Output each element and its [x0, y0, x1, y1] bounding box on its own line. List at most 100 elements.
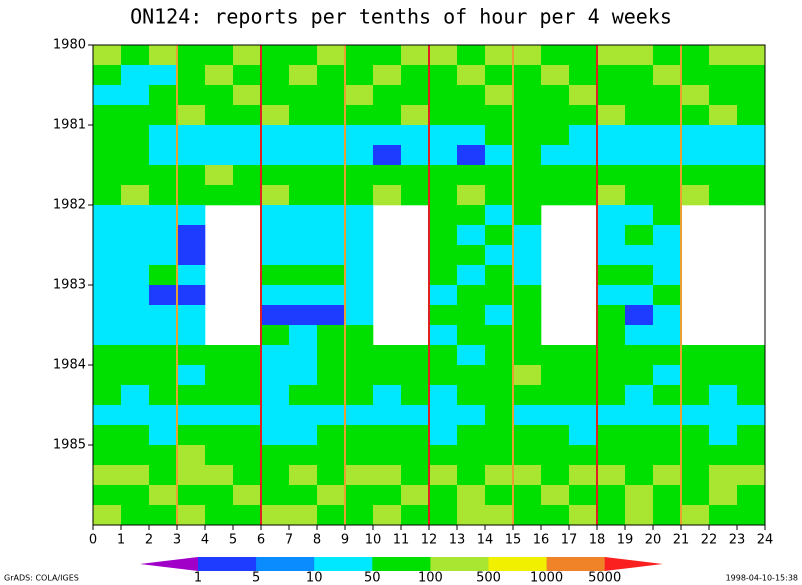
heat-cell — [317, 285, 346, 306]
y-tick-label: 1980 — [53, 38, 86, 53]
heat-cell — [205, 365, 234, 386]
heat-cell — [625, 145, 654, 166]
heat-cell — [541, 125, 570, 146]
heat-cell — [373, 365, 402, 386]
heat-cell — [541, 105, 570, 126]
heat-cell — [457, 45, 486, 66]
heat-cell — [457, 285, 486, 306]
x-tick-label: 12 — [421, 533, 438, 548]
heat-cell — [121, 225, 150, 246]
heat-cell — [205, 505, 234, 526]
heat-cell — [737, 485, 766, 506]
heat-cell — [317, 125, 346, 146]
heat-cell — [373, 65, 402, 86]
heat-cell — [289, 265, 318, 286]
heat-cell — [345, 125, 374, 146]
heat-cell — [681, 485, 710, 506]
heat-cell — [345, 325, 374, 346]
heat-cell — [709, 405, 738, 426]
heat-cell — [401, 505, 430, 526]
heat-cell — [289, 305, 318, 326]
heat-cell — [317, 65, 346, 86]
heat-cell — [149, 405, 178, 426]
heat-cell — [625, 485, 654, 506]
heat-cell — [317, 405, 346, 426]
heat-cell — [597, 145, 626, 166]
heat-cell — [233, 105, 262, 126]
heat-cell — [261, 125, 290, 146]
heat-cell — [177, 285, 206, 306]
heat-cell — [597, 165, 626, 186]
heat-cell — [625, 345, 654, 366]
heat-cell — [345, 225, 374, 246]
heat-cell — [149, 385, 178, 406]
x-tick-label: 21 — [673, 533, 690, 548]
heat-cell — [681, 125, 710, 146]
heat-cell — [121, 165, 150, 186]
heat-cell — [121, 345, 150, 366]
heat-cell — [317, 225, 346, 246]
y-tick-label: 1984 — [53, 358, 86, 373]
heat-cell — [429, 505, 458, 526]
heat-cell — [345, 425, 374, 446]
heat-cell — [121, 105, 150, 126]
heat-cell — [345, 245, 374, 266]
x-tick-label: 8 — [313, 533, 321, 548]
heat-cell — [653, 365, 682, 386]
heat-cell — [485, 105, 514, 126]
heat-cell — [709, 465, 738, 486]
heat-cell — [149, 225, 178, 246]
heat-cell — [625, 325, 654, 346]
heat-cell — [513, 405, 542, 426]
heat-cell — [345, 485, 374, 506]
heat-cell — [205, 485, 234, 506]
heat-cell — [289, 165, 318, 186]
heat-cell — [429, 85, 458, 106]
heat-cell — [429, 305, 458, 326]
heat-cell — [149, 105, 178, 126]
heat-cell — [205, 105, 234, 126]
x-tick-label: 13 — [449, 533, 466, 548]
heat-cell — [457, 325, 486, 346]
heat-cell — [485, 285, 514, 306]
heat-cell — [429, 65, 458, 86]
heat-cell — [261, 385, 290, 406]
heat-cell — [653, 225, 682, 246]
heat-cell — [149, 485, 178, 506]
heat-cell — [345, 345, 374, 366]
heat-cell — [513, 65, 542, 86]
colorbar-arrow — [604, 557, 663, 571]
heat-cell — [121, 505, 150, 526]
heat-cell — [653, 445, 682, 466]
heat-cell — [93, 365, 122, 386]
heat-cell — [317, 265, 346, 286]
heat-cell — [625, 45, 654, 66]
y-tick-label: 1983 — [53, 278, 86, 293]
colorbar-label: 1000 — [530, 571, 563, 585]
heat-cell — [513, 105, 542, 126]
heat-cell — [289, 365, 318, 386]
heat-cell — [597, 465, 626, 486]
heat-cell — [289, 445, 318, 466]
heat-cell — [625, 465, 654, 486]
x-tick-label: 18 — [589, 533, 606, 548]
heat-cell — [289, 185, 318, 206]
heat-cell — [625, 505, 654, 526]
heat-cell — [121, 145, 150, 166]
heat-cell — [709, 125, 738, 146]
heat-cell — [93, 425, 122, 446]
heat-cell — [541, 365, 570, 386]
heat-cell — [373, 505, 402, 526]
heat-cell — [429, 325, 458, 346]
heat-cell — [345, 505, 374, 526]
heat-cell — [429, 445, 458, 466]
heat-cell — [93, 405, 122, 426]
heat-cell — [541, 425, 570, 446]
heat-cell — [625, 85, 654, 106]
x-tick-label: 3 — [173, 533, 181, 548]
heat-cell — [457, 405, 486, 426]
heat-cell — [653, 465, 682, 486]
colorbar-segment — [430, 557, 489, 571]
heat-cell — [289, 85, 318, 106]
heat-cell — [345, 145, 374, 166]
